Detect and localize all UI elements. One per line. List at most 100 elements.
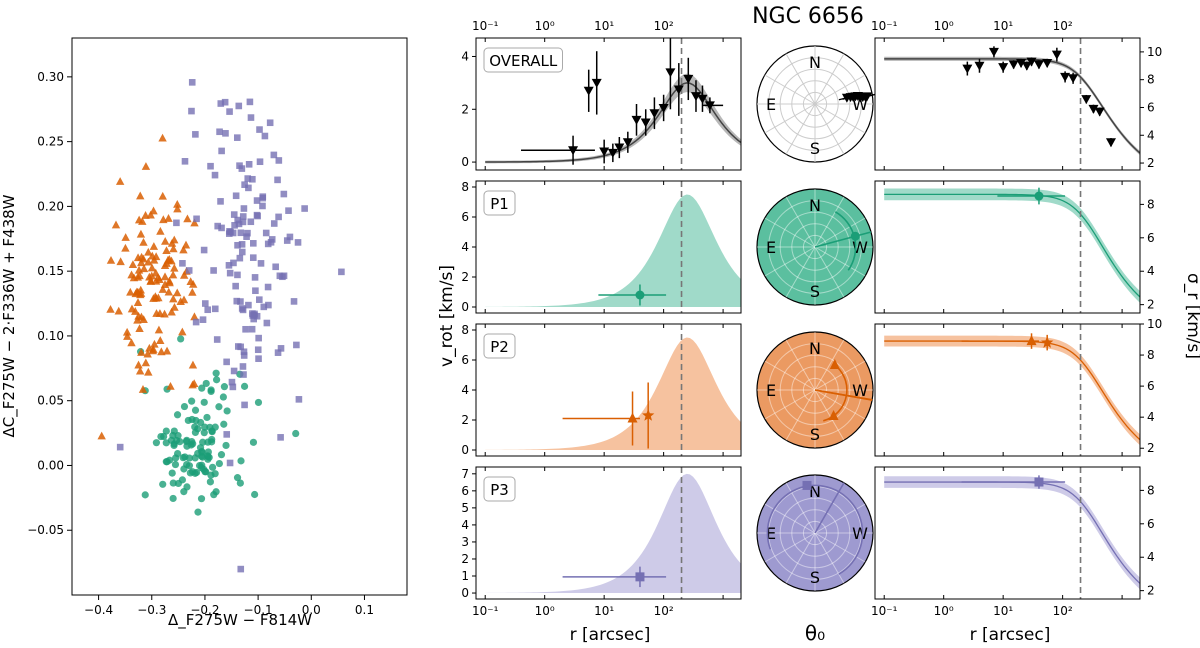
scatter-point-p3 <box>230 211 238 218</box>
scatter-point-p3 <box>253 197 261 204</box>
scatter-point-p2 <box>139 315 148 323</box>
scatter-point-p1 <box>208 463 217 471</box>
scatter-ytick-label: 0.10 <box>37 329 64 343</box>
scatter-point-p2 <box>151 276 161 285</box>
data-point <box>1008 60 1019 70</box>
scatter-point-p2 <box>158 133 167 142</box>
scatter-point-p3 <box>260 303 268 311</box>
xtick-label: 10² <box>654 604 674 618</box>
scatter-point-p1 <box>188 397 196 405</box>
vrot-xlabel: r [arcsec] <box>570 625 651 645</box>
scatter-point-p1 <box>183 436 191 444</box>
data-point <box>1021 61 1032 71</box>
scatter-point-p2 <box>143 349 152 358</box>
polar-gridring <box>779 497 851 569</box>
data-point <box>642 409 655 421</box>
data-point <box>1026 57 1037 67</box>
scatter-ytick-label: 0.15 <box>37 264 64 278</box>
scatter-point-p1 <box>208 435 216 444</box>
scatter-point-p1 <box>220 420 228 428</box>
polar-point <box>850 231 860 241</box>
scatter-axes: −0.4 −0.3 −0.2 −0.1 0.0 0.1 −0.05 0.00 0.05 0.10 0… <box>27 70 374 617</box>
scatter-point-p3 <box>234 134 241 141</box>
scatter-xtick-label: 0.1 <box>355 603 374 617</box>
scatter-point-p1 <box>152 439 161 447</box>
scatter-point-p3 <box>251 274 259 281</box>
scatter-point-p1 <box>292 429 300 438</box>
data-point <box>988 47 999 57</box>
polar-east-label: E <box>766 381 776 400</box>
scatter-point-p2 <box>133 253 143 262</box>
scatter-point-p3 <box>245 301 252 309</box>
scatter-point-p3 <box>244 229 251 237</box>
scatter-point-p3 <box>294 239 302 246</box>
panel-frame <box>874 180 1141 314</box>
scatter-point-p3 <box>247 114 255 121</box>
polar-gridspoke <box>785 103 816 155</box>
scatter-point-p3 <box>230 367 238 375</box>
xtick-label: 10² <box>1053 604 1073 618</box>
model-band <box>884 188 1140 303</box>
polar-north-label: N <box>809 482 821 501</box>
polar-gridspoke <box>764 217 816 248</box>
xtick-label: 10⁻¹ <box>871 604 898 618</box>
data-point <box>1034 191 1044 201</box>
model-band <box>884 476 1140 590</box>
scatter-point-p2 <box>160 261 170 270</box>
data-point <box>690 92 701 102</box>
scatter-point-p1 <box>251 490 259 499</box>
polar-south-label: S <box>810 425 820 444</box>
scatter-point-p3 <box>188 107 195 115</box>
scatter-point-p1 <box>198 384 206 392</box>
scatter-point-p3 <box>252 287 259 295</box>
scatter-point-p3 <box>234 271 241 279</box>
scatter-point-p1 <box>194 508 202 516</box>
ytick-label: 5 <box>461 501 469 515</box>
ytick-label: 7 <box>461 467 469 481</box>
polar-west-label: W <box>852 524 868 543</box>
scatter-point-p3 <box>275 157 283 164</box>
scatter-point-p2 <box>141 358 151 367</box>
ytick-label: 0 <box>461 155 469 169</box>
scatter-point-p1 <box>179 454 187 462</box>
polar-gridspoke <box>814 532 845 584</box>
scatter-xtick-label: −0.2 <box>190 603 219 617</box>
ytick-label: 4 <box>461 240 469 254</box>
scatter-point-p3 <box>254 212 261 220</box>
scatter-point-p1 <box>217 451 226 459</box>
scatter-point-p3 <box>235 220 243 228</box>
scatter-point-p3 <box>228 378 236 386</box>
data-point <box>683 74 694 84</box>
scatter-point-p3 <box>226 459 234 467</box>
panel-body <box>485 38 741 170</box>
scatter-point-p3 <box>268 236 276 243</box>
scatter-point-p2 <box>190 312 199 321</box>
scatter-point-p3 <box>211 305 219 313</box>
scatter-point-p2 <box>147 263 157 272</box>
scatter-point-p2 <box>133 298 143 306</box>
scatter-point-p2 <box>139 254 148 263</box>
ytick-label: 1 <box>461 569 469 583</box>
scatter-point-p3 <box>232 192 240 200</box>
scatter-point-p2 <box>121 243 130 252</box>
scatter-point-p3 <box>250 315 257 323</box>
data-point <box>635 290 645 300</box>
data-point <box>631 115 642 125</box>
data-point <box>607 148 618 158</box>
scatter-point-p2 <box>106 255 116 264</box>
scatter-point-p1 <box>198 452 206 460</box>
scatter-point-p3 <box>237 565 245 573</box>
scatter-point-p3 <box>240 352 248 359</box>
polar-gridspoke <box>814 389 866 420</box>
xtick-label: 10⁻¹ <box>472 19 499 33</box>
scatter-point-p2 <box>159 215 168 224</box>
scatter-point-p3 <box>238 241 246 248</box>
scatter-point-p3 <box>240 205 248 212</box>
scatter-point-p2 <box>157 347 166 356</box>
vrot-ylabel: v_rot [km/s] <box>437 265 457 367</box>
polar-gridspoke <box>814 217 866 248</box>
scatter-xtick-label: 0.0 <box>302 603 321 617</box>
polar-gridspoke <box>764 532 816 563</box>
scatter-point-p3 <box>274 176 281 184</box>
